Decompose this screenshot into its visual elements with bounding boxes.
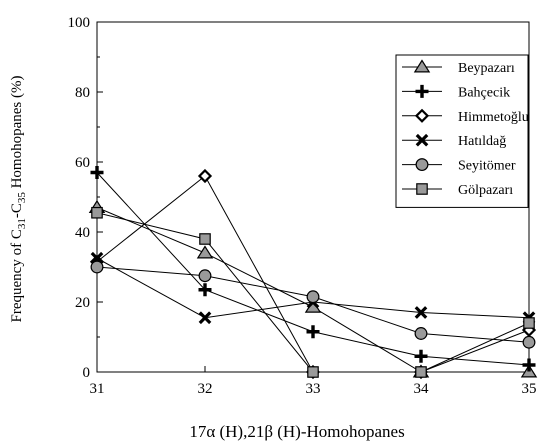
y-tick-label: 60 [75,155,90,171]
x-tick-label: 32 [198,381,213,397]
x-tick-label: 35 [522,381,537,397]
series-markers [88,166,538,380]
series-line [96,207,529,373]
plus-marker [90,166,104,179]
circle-marker [414,327,428,340]
circle-marker [198,269,212,283]
legend-label: Bahçecik [458,85,510,100]
x-tick-label: 33 [306,381,321,397]
y-tick-label: 80 [75,85,90,101]
legend: Beypazarı Bahçecik Himmetoğlu Hatıldağ Seyit… [395,54,529,208]
x-axis-label: 17α (H),21β (H)-Homohopanes [189,422,404,441]
legend-label: Seyitömer [458,159,516,174]
x-marker [198,311,212,325]
circle-marker [415,158,429,172]
y-axis-label-part: Homohopanes (%) [9,76,25,193]
legend-label: Beypazarı [458,61,515,76]
plus-marker [198,283,212,297]
square-marker [199,233,211,245]
x-marker [414,306,428,319]
diamond-marker [414,108,430,123]
plus-marker [415,84,429,98]
plus-marker [522,358,536,372]
y-tick-label: 40 [75,225,90,241]
x-tick-label: 31 [90,381,105,397]
x-tick-label: 34 [414,381,430,397]
y-axis-label-part: -C [9,203,25,218]
y-axis-label-part: 31 [16,218,28,229]
plus-marker [306,325,320,339]
legend-box [395,54,529,208]
y-axis-label-part: 35 [16,192,28,204]
square-marker [91,206,103,219]
circle-marker [306,290,320,304]
legend-label: Himmetoğlu [458,110,529,125]
plus-marker [414,349,428,363]
square-marker [416,183,428,195]
triangle-marker [196,245,214,259]
x-marker [415,133,429,147]
square-marker [523,317,535,329]
y-axis-label: Frequency of C31-C35 Homohopanes (%) [9,76,28,323]
square-marker [415,366,427,378]
square-marker [307,366,319,378]
circle-marker [522,335,536,349]
y-axis-label-part: Frequency of C [9,229,25,322]
y-tick-label: 0 [83,365,91,381]
y-tick-label: 100 [68,15,91,31]
circle-marker [90,260,104,274]
legend-label: Gölpazarı [458,183,513,198]
diamond-marker [197,168,213,184]
legend-label: Hatıldağ [458,134,506,149]
triangle-marker [413,59,431,73]
y-tick-label: 20 [75,295,90,311]
